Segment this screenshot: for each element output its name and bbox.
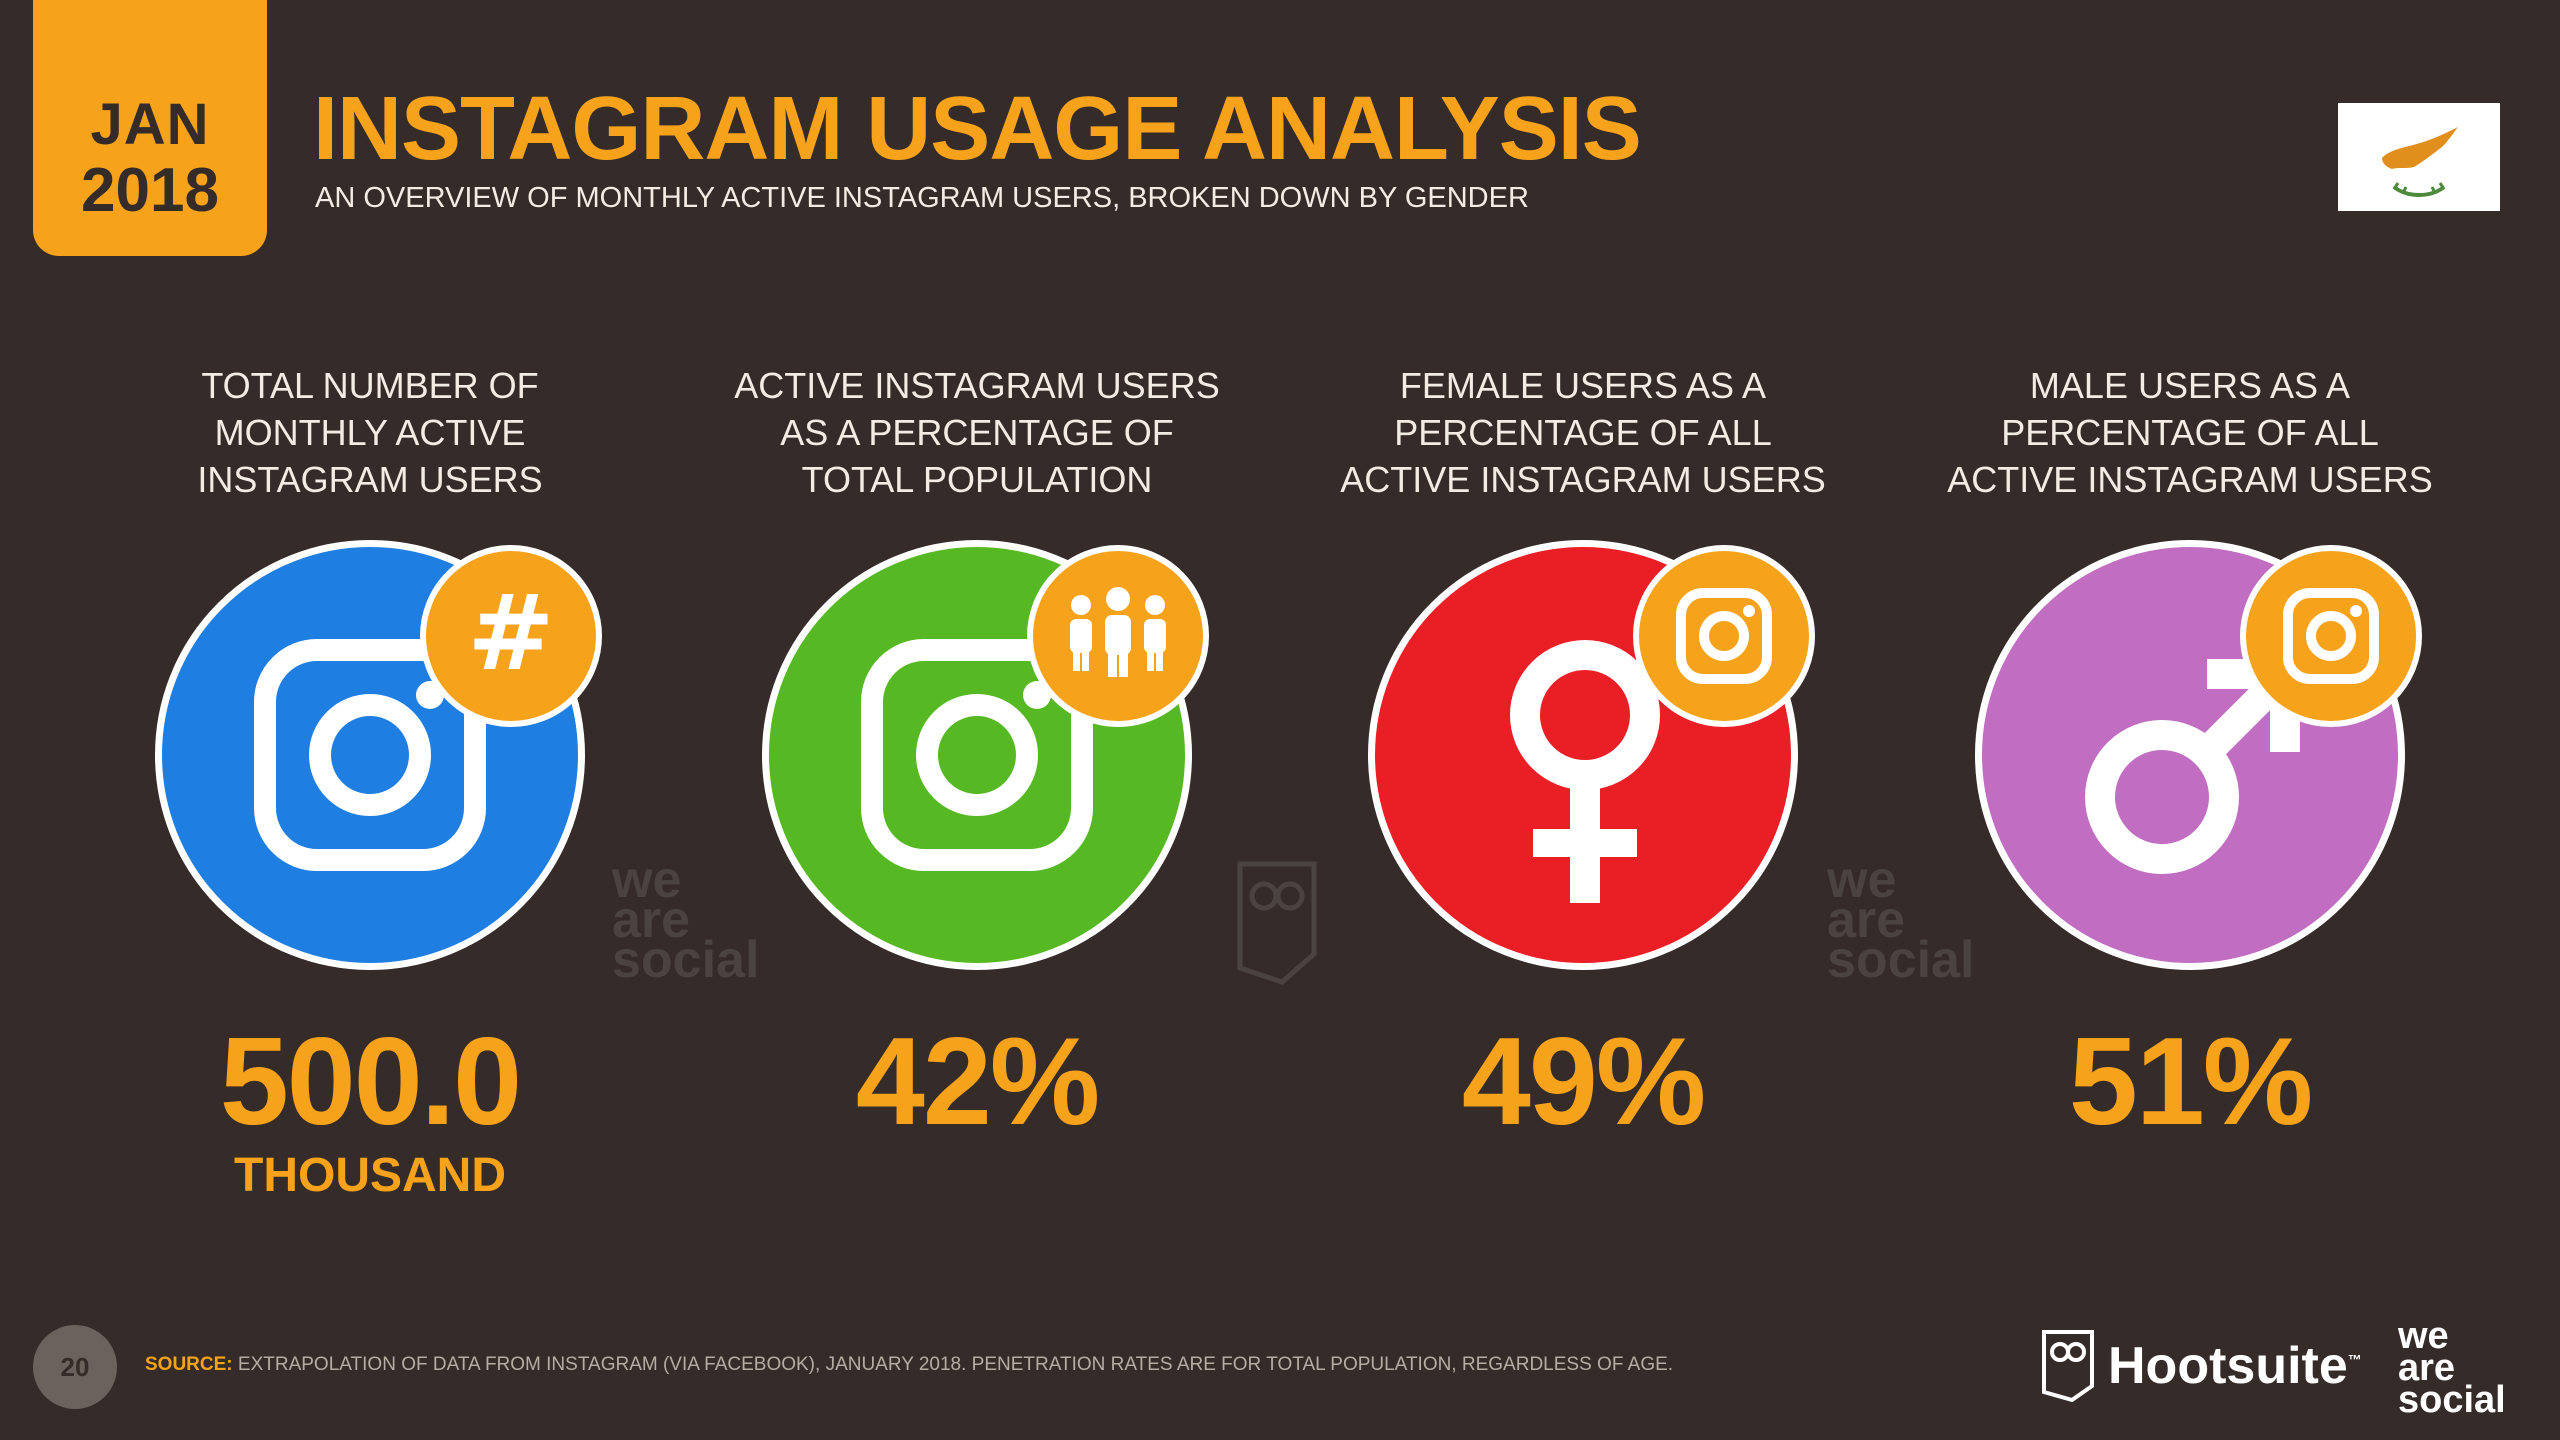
owl-icon: [2042, 1330, 2094, 1403]
watermark-we-are-social: we are social: [612, 851, 760, 989]
watermark-we-are-social: we are social: [1827, 851, 1975, 989]
date-month: JAN: [90, 92, 210, 157]
page-title: INSTAGRAM USAGE ANALYSIS: [313, 79, 1642, 179]
date-year: 2018: [81, 156, 219, 225]
people-icon: [1027, 545, 1209, 727]
hashtag-icon: #: [420, 545, 602, 727]
cyprus-flag-icon: [2338, 103, 2500, 211]
stat-male-share: MALE USERS AS A PERCENTAGE OF ALL ACTIVE…: [1910, 0, 2470, 1300]
owl-watermark-icon: [1232, 858, 1322, 991]
stat-label: FEMALE USERS AS A PERCENTAGE OF ALL ACTI…: [1340, 365, 1826, 500]
stat-value: 42%: [855, 1013, 1100, 1151]
source-label: SOURCE:: [145, 1354, 233, 1375]
stat-label: MALE USERS AS A PERCENTAGE OF ALL ACTIVE…: [1947, 365, 2433, 500]
stat-value: 500.0: [219, 1013, 522, 1151]
we-are-social-logo: we are social: [2398, 1315, 2506, 1421]
stat-label: ACTIVE INSTAGRAM USERS AS A PERCENTAGE O…: [734, 365, 1220, 500]
hootsuite-logo: Hootsuite™: [2040, 1328, 2362, 1404]
instagram-icon: [1633, 545, 1815, 727]
stat-female-share: FEMALE USERS AS A PERCENTAGE OF ALL ACTI…: [1303, 0, 1863, 1300]
stat-value: 49%: [1461, 1013, 1706, 1151]
stat-unit: THOUSAND: [234, 1149, 506, 1202]
source-note: SOURCE: EXTRAPOLATION OF DATA FROM INSTA…: [145, 1354, 1673, 1376]
date-badge: JAN 2018: [33, 0, 267, 256]
svg-text:#: #: [467, 572, 554, 694]
page-number: 20: [33, 1325, 117, 1409]
source-text: EXTRAPOLATION OF DATA FROM INSTAGRAM (VI…: [237, 1354, 1674, 1375]
stat-label: TOTAL NUMBER OF MONTHLY ACTIVE INSTAGRAM…: [197, 365, 543, 500]
hootsuite-wordmark: Hootsuite™: [2108, 1337, 2362, 1395]
stat-penetration: ACTIVE INSTAGRAM USERS AS A PERCENTAGE O…: [697, 0, 1257, 1300]
page-subtitle: AN OVERVIEW OF MONTHLY ACTIVE INSTAGRAM …: [315, 182, 1529, 214]
stat-value: 51%: [2068, 1013, 2313, 1151]
instagram-icon: [2240, 545, 2422, 727]
stat-total-users: TOTAL NUMBER OF MONTHLY ACTIVE INSTAGRAM…: [90, 0, 650, 1300]
